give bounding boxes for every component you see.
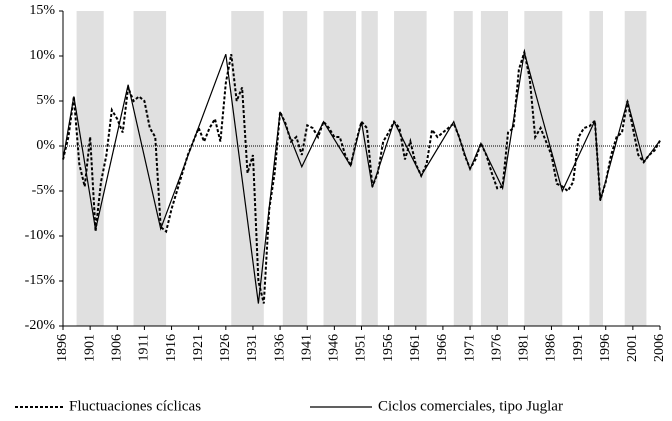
x-tick-label: 1981 bbox=[517, 334, 532, 362]
y-tick-label: 15% bbox=[29, 3, 55, 18]
y-tick-label: -10% bbox=[25, 228, 56, 243]
x-tick-label: 1991 bbox=[571, 334, 586, 362]
x-tick-label: 1901 bbox=[82, 334, 97, 362]
x-tick-label: 1916 bbox=[164, 334, 179, 362]
x-tick-label: 1936 bbox=[272, 334, 287, 362]
x-tick-label: 1971 bbox=[462, 334, 477, 362]
y-tick-label: 5% bbox=[36, 93, 55, 108]
x-tick-label: 1986 bbox=[544, 334, 559, 362]
shaded-band bbox=[624, 11, 647, 326]
x-tick-label: 1906 bbox=[109, 334, 124, 362]
x-tick-label: 1966 bbox=[435, 334, 450, 362]
shaded-band bbox=[323, 11, 357, 326]
x-tick-label: 1931 bbox=[245, 334, 260, 362]
y-tick-label: -5% bbox=[32, 183, 56, 198]
x-tick-label: 1941 bbox=[299, 334, 314, 362]
y-tick-label: -20% bbox=[25, 318, 56, 333]
series-line bbox=[62, 48, 661, 304]
shaded-band bbox=[453, 11, 473, 326]
shaded-band bbox=[282, 11, 308, 326]
x-tick-label: 1961 bbox=[408, 334, 423, 362]
legend-label: Fluctuaciones cíclicas bbox=[69, 398, 201, 414]
x-tick-label: 1976 bbox=[489, 334, 504, 362]
x-tick-label: 1951 bbox=[354, 334, 369, 362]
x-tick-label: 2006 bbox=[652, 334, 667, 362]
x-tick-label: 1896 bbox=[55, 334, 70, 362]
x-tick-label: 1911 bbox=[137, 334, 152, 361]
x-tick-label: 1956 bbox=[381, 334, 396, 362]
x-tick-label: 1996 bbox=[598, 334, 613, 362]
y-tick-label: 10% bbox=[29, 48, 55, 63]
y-tick-label: -15% bbox=[25, 273, 56, 288]
x-tick-label: 1946 bbox=[327, 334, 342, 362]
legend-label: Ciclos comerciales, tipo Juglar bbox=[378, 398, 563, 414]
x-tick-label: 1921 bbox=[191, 334, 206, 362]
shaded-band bbox=[394, 11, 427, 326]
series-line bbox=[62, 52, 661, 304]
shaded-band bbox=[133, 11, 167, 326]
y-tick-label: 0% bbox=[36, 138, 55, 153]
x-tick-label: 2001 bbox=[625, 334, 640, 362]
x-tick-label: 1926 bbox=[218, 334, 233, 362]
shaded-band bbox=[589, 11, 604, 326]
